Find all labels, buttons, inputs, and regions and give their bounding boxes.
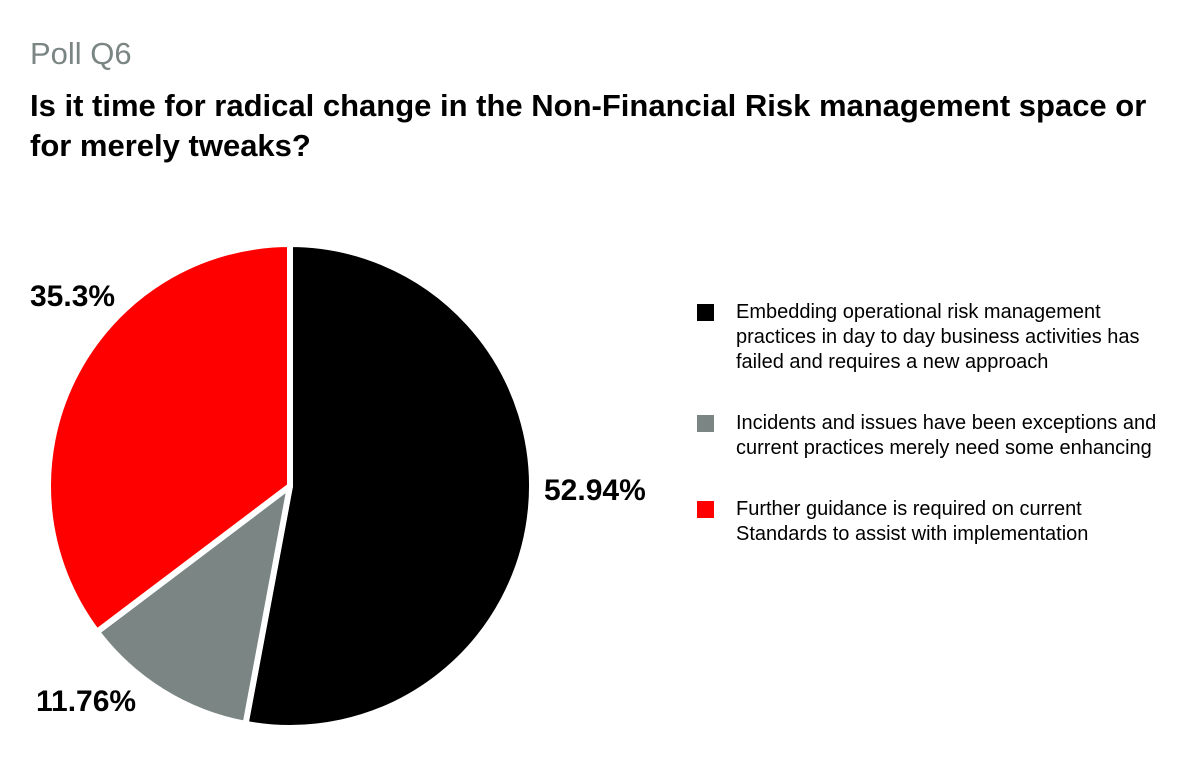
legend-label: Further guidance is required on current … [736, 498, 1089, 545]
data-label-incidents: 11.76% [36, 685, 137, 718]
legend-swatch [697, 415, 714, 432]
legend-item-guidance: Further guidance is required on current … [697, 497, 1167, 547]
data-label-embedding: 52.94% [544, 474, 646, 507]
legend-item-embedding: Embedding operational risk management pr… [697, 300, 1167, 375]
chart-title: Is it time for radical change in the Non… [30, 88, 1147, 163]
legend-label: Embedding operational risk management pr… [736, 301, 1140, 373]
legend-item-incidents: Incidents and issues have been exception… [697, 411, 1167, 461]
poll-kicker: Poll Q6 [30, 36, 132, 71]
pie-slice-incidents [93, 483, 293, 727]
pie-slice-embedding [242, 241, 535, 731]
data-label-guidance: 35.3% [30, 280, 116, 313]
legend-label: Incidents and issues have been exception… [736, 412, 1157, 459]
legend-swatch [697, 304, 714, 321]
pie-slice-guidance [45, 241, 293, 635]
legend: Embedding operational risk management pr… [697, 300, 1167, 583]
legend-swatch [697, 501, 714, 518]
